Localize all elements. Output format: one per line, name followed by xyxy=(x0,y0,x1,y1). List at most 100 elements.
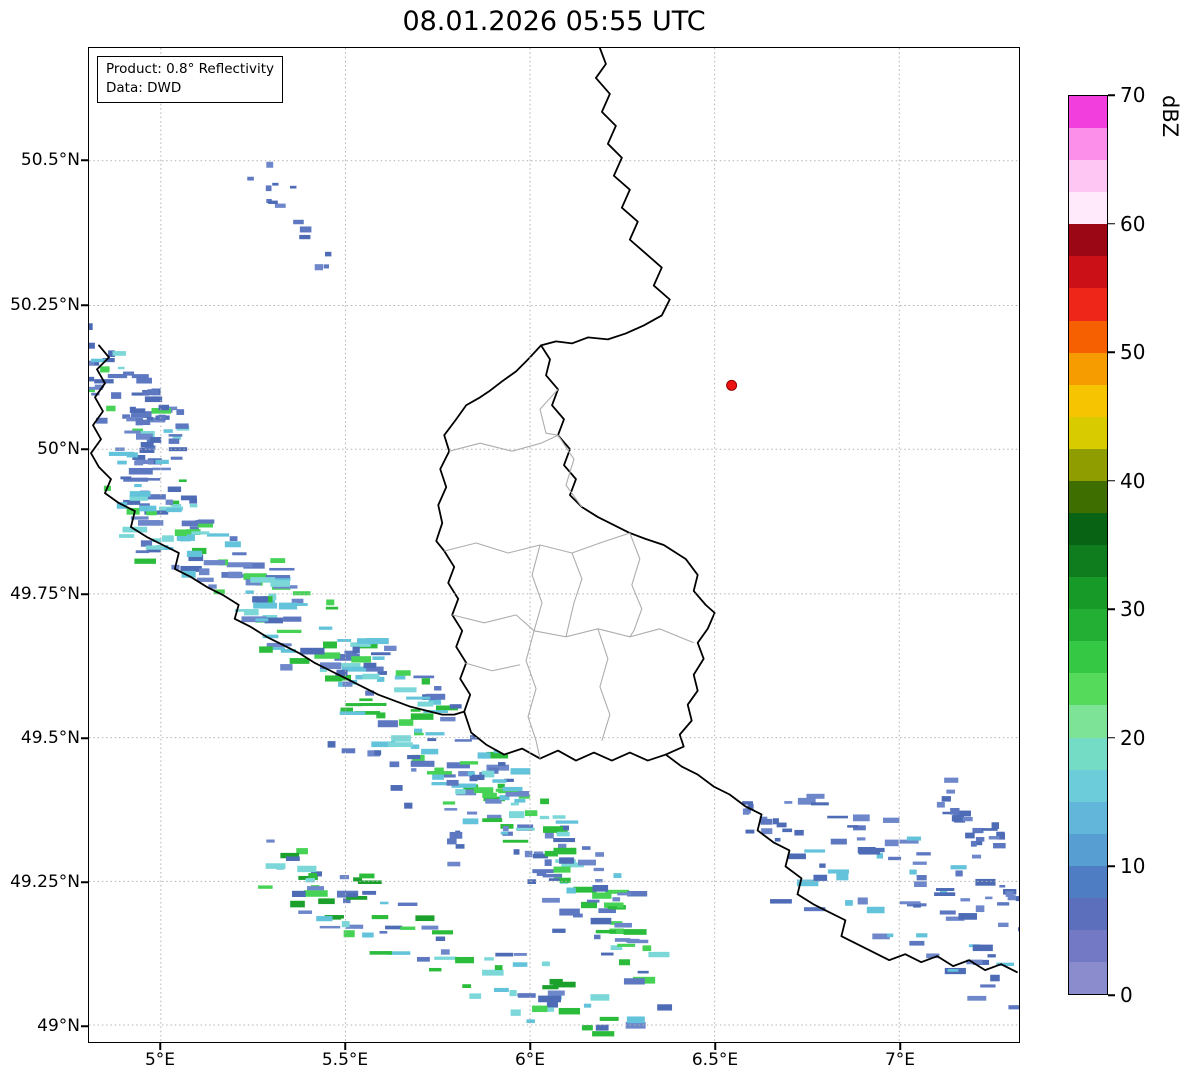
echo-pixel xyxy=(482,969,504,976)
echo-pixel xyxy=(581,846,591,850)
echo-pixel xyxy=(273,585,298,589)
echo-pixel xyxy=(544,859,552,866)
colorbar-segment xyxy=(1069,865,1107,898)
echo-pixel xyxy=(623,929,647,935)
y-tick-mark xyxy=(81,881,88,883)
echo-pixel xyxy=(510,802,519,806)
echo-pixel xyxy=(546,1000,558,1008)
echo-pixel xyxy=(586,899,600,903)
echo-pixel xyxy=(135,433,153,440)
echo-pixel xyxy=(884,839,899,847)
echo-pixel xyxy=(265,575,291,579)
country-border xyxy=(90,344,466,716)
echo-pixel xyxy=(270,580,290,587)
echo-pixel xyxy=(876,853,883,859)
echo-pixel xyxy=(1015,896,1019,902)
echo-pixel xyxy=(162,535,174,542)
echo-pixel xyxy=(268,200,278,204)
echo-pixel xyxy=(417,701,434,707)
echo-pixel xyxy=(307,886,324,891)
echo-pixel xyxy=(376,676,385,682)
colorbar-segment xyxy=(1069,897,1107,931)
echo-pixel xyxy=(944,777,959,783)
echo-pixel xyxy=(146,416,154,421)
echo-pixel xyxy=(146,510,157,516)
y-tick-mark xyxy=(81,737,88,739)
echo-pixel xyxy=(458,771,474,777)
colorbar-tick-mark xyxy=(1108,994,1115,996)
echo-pixel xyxy=(437,774,456,778)
echo-pixel xyxy=(590,994,610,1001)
echo-pixel xyxy=(532,1005,548,1013)
echo-pixel xyxy=(819,863,826,868)
echo-pixel xyxy=(394,687,417,693)
echo-pixel xyxy=(108,451,135,456)
echo-pixel xyxy=(339,711,366,715)
echo-pixel xyxy=(299,234,311,240)
echo-pixel xyxy=(320,662,342,670)
echo-pixel xyxy=(344,650,358,655)
echo-pixel xyxy=(899,901,921,905)
echo-pixel xyxy=(990,974,1000,982)
echo-pixel xyxy=(387,951,411,955)
echo-pixel xyxy=(559,857,575,864)
echo-pixel xyxy=(345,924,364,929)
echo-pixel xyxy=(803,907,826,912)
echo-pixel xyxy=(451,783,477,788)
echo-pixel xyxy=(761,828,773,835)
echo-pixel xyxy=(327,741,336,748)
canton-border xyxy=(557,434,583,508)
echo-pixel xyxy=(540,798,550,805)
echo-pixel xyxy=(140,540,153,547)
echo-pixel xyxy=(170,456,183,460)
echo-pixel xyxy=(473,787,494,794)
echo-pixel xyxy=(542,985,559,990)
echo-pixel xyxy=(197,522,214,528)
echo-pixel xyxy=(416,956,430,962)
echo-pixel xyxy=(170,500,180,506)
echo-pixel xyxy=(178,479,187,483)
echo-pixel xyxy=(305,878,315,883)
echo-pixel xyxy=(266,839,275,843)
echo-pixel xyxy=(132,408,146,414)
y-tick-label: 49.5°N xyxy=(20,728,80,748)
echo-pixel xyxy=(367,750,381,757)
echo-pixel xyxy=(106,405,116,412)
echo-pixel xyxy=(168,447,188,452)
echo-pixel xyxy=(229,536,238,542)
echo-pixel xyxy=(374,750,382,756)
echo-pixel xyxy=(594,934,601,940)
echo-pixel xyxy=(278,602,298,610)
colorbar-label: dBZ xyxy=(1158,95,1182,138)
echo-pixel xyxy=(266,642,284,648)
echo-pixel xyxy=(459,761,479,765)
echo-pixel xyxy=(362,932,374,938)
x-tick-label: 6°E xyxy=(514,1050,546,1070)
x-tick-mark xyxy=(899,1043,901,1050)
echo-pixel xyxy=(91,392,100,396)
colorbar-tick-label: 30 xyxy=(1120,597,1146,622)
colorbar-segment xyxy=(1069,513,1107,546)
echo-pixel xyxy=(623,978,645,985)
echo-pixel xyxy=(972,841,983,846)
echo-pixel xyxy=(996,831,1005,839)
echo-pixel xyxy=(108,350,116,357)
echo-pixel xyxy=(176,409,185,415)
y-tick-label: 49°N xyxy=(37,1016,80,1036)
echo-pixel xyxy=(245,590,254,594)
echo-pixel xyxy=(592,1031,615,1037)
echo-pixel xyxy=(362,890,377,895)
echo-pixel xyxy=(129,491,151,497)
echo-pixel xyxy=(536,870,547,876)
echo-pixel xyxy=(455,789,466,795)
echo-pixel xyxy=(557,843,567,849)
echo-pixel xyxy=(181,570,196,578)
echo-pixel xyxy=(243,573,267,580)
echo-pixel xyxy=(324,251,332,257)
echo-pixel xyxy=(605,889,630,894)
echo-pixel xyxy=(972,827,984,834)
echo-pixel xyxy=(189,503,198,508)
echo-pixel xyxy=(163,429,173,433)
echo-pixel xyxy=(120,476,132,480)
echo-pixel xyxy=(1005,891,1014,897)
